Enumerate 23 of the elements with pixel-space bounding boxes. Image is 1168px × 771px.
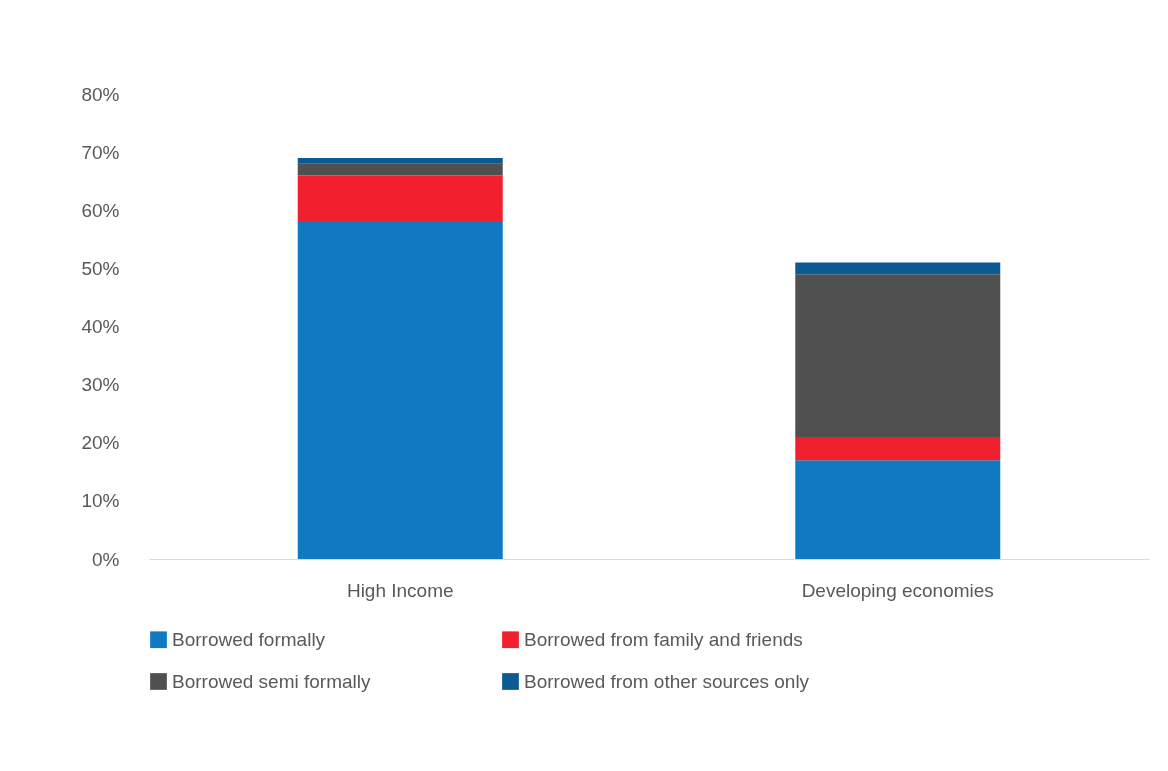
y-tick-label: 80%: [81, 83, 120, 105]
y-tick-label: 70%: [81, 141, 120, 163]
bar: [795, 262, 1001, 275]
bar: [795, 436, 1001, 461]
y-tick-label: 10%: [81, 490, 120, 512]
bar: [297, 163, 503, 176]
bar: [297, 221, 503, 559]
legend-label: Borrowed from other sources only: [524, 670, 810, 692]
y-tick-label: 50%: [81, 257, 120, 279]
y-tick-label: 30%: [81, 374, 120, 396]
y-tick-label: 0%: [92, 548, 120, 570]
y-tick-label: 40%: [81, 316, 120, 337]
legend-label: Borrowed from family and friends: [524, 628, 803, 650]
bar: [795, 460, 1001, 559]
y-tick-label: 60%: [81, 199, 120, 221]
x-tick-label: Developing economies: [801, 579, 994, 601]
legend-label: Borrowed semi formally: [172, 670, 371, 692]
legend-label: Borrowed formally: [172, 628, 326, 650]
bar: [297, 157, 503, 164]
y-tick-label: 20%: [81, 432, 120, 454]
bar: [795, 274, 1001, 437]
bar: [297, 175, 503, 222]
x-tick-label: High Income: [346, 579, 454, 601]
